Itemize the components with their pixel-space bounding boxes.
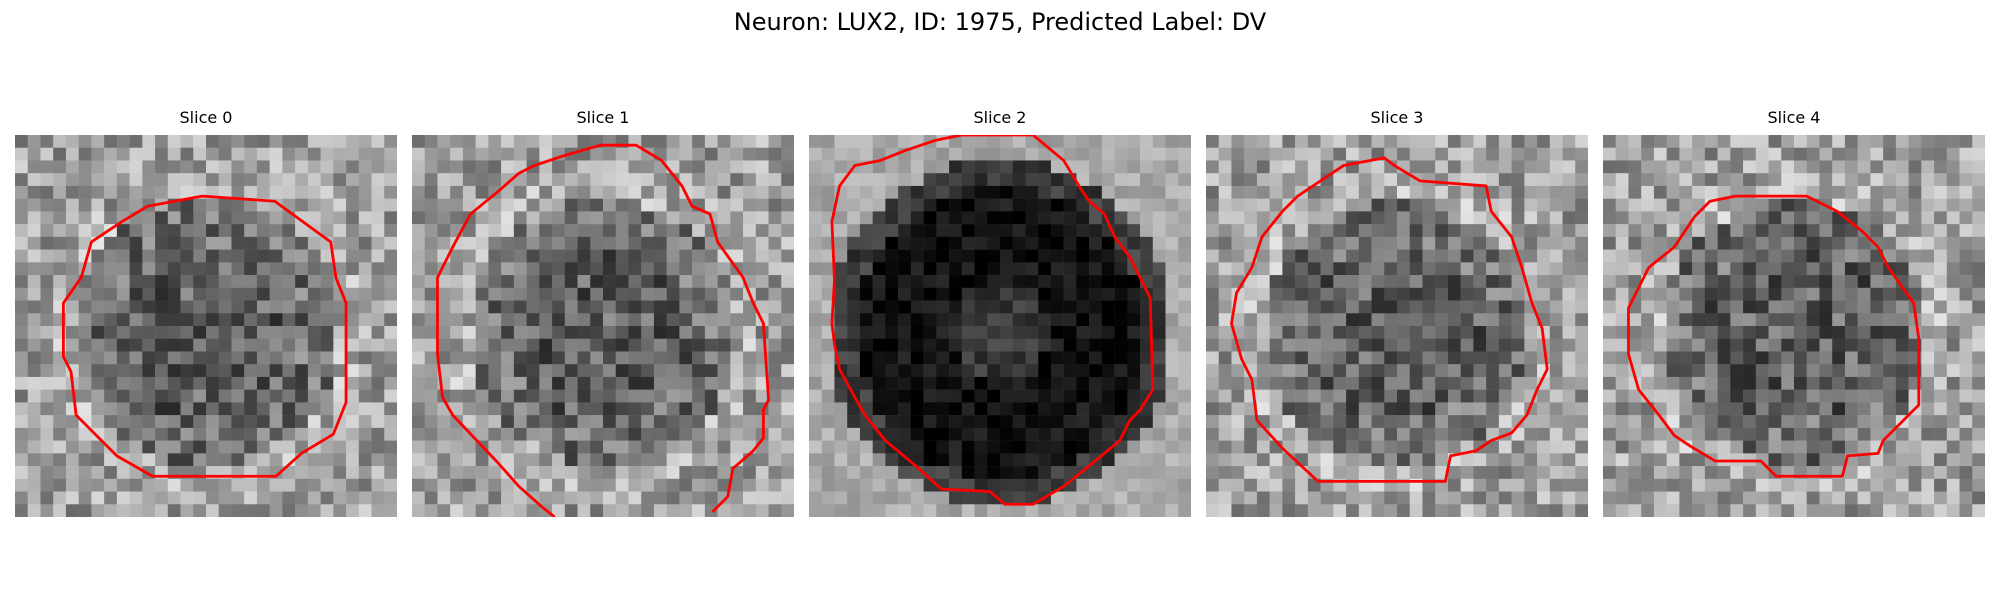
panel-slice-1: Slice 1 [412,108,794,520]
contour-line [1230,156,1549,483]
contour-line [1627,194,1921,478]
pixel-grid [15,135,397,517]
pixel-grid [1206,135,1588,517]
panel-slice-2: Slice 2 [809,108,1191,520]
panel-title: Slice 0 [179,108,233,127]
slice-image [412,135,794,517]
contour-line [830,135,1155,506]
pixel-grid [809,135,1191,517]
panel-title: Slice 3 [1370,108,1424,127]
contour-line [436,143,770,517]
pixel-grid [1603,135,1985,517]
panel-title: Slice 1 [576,108,630,127]
slice-image [15,135,397,517]
panel-slice-0: Slice 0 [15,108,397,520]
panel-slice-4: Slice 4 [1603,108,1985,520]
slice-image [809,135,1191,517]
figure-title: Neuron: LUX2, ID: 1975, Predicted Label:… [733,8,1267,36]
panel-slice-3: Slice 3 [1206,108,1588,520]
slice-image [1206,135,1588,517]
contour-line [61,194,348,478]
slice-image [1603,135,1985,517]
panel-title: Slice 2 [973,108,1027,127]
panel-title: Slice 4 [1767,108,1821,127]
pixel-grid [412,135,794,517]
